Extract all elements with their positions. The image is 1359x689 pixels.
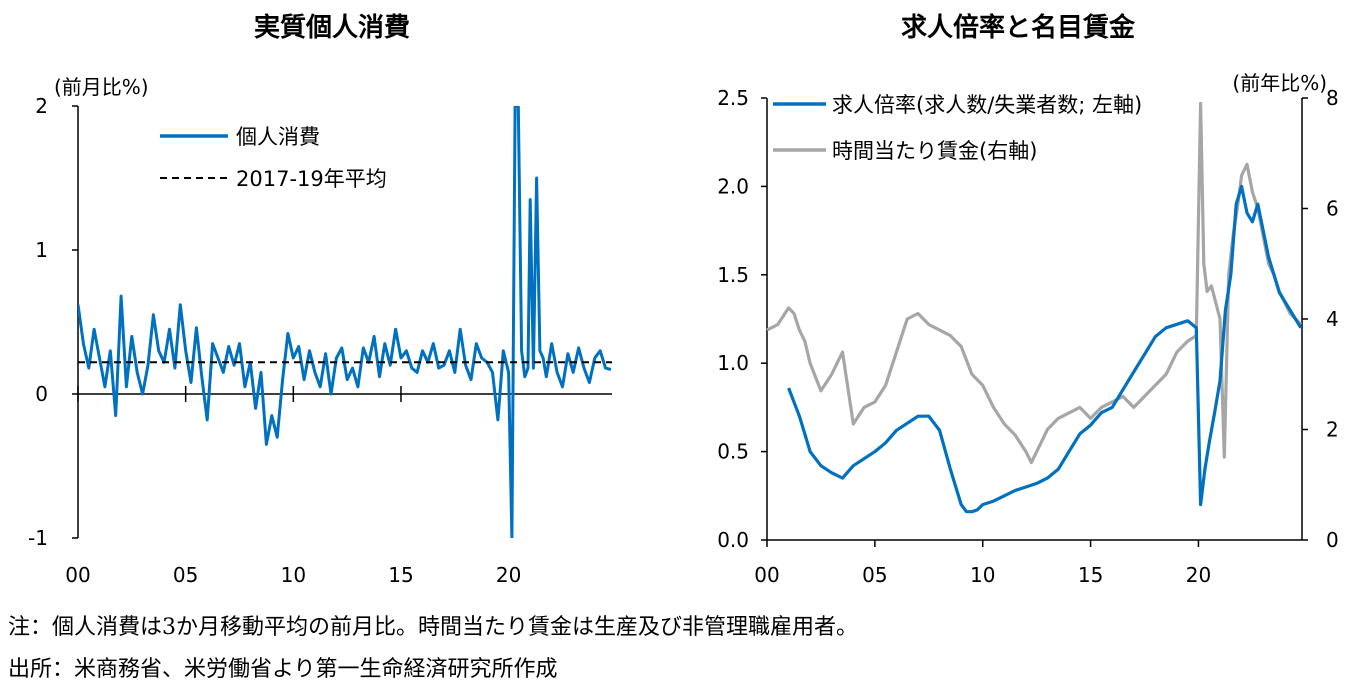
right-right-y-tick-label: 6 xyxy=(1326,197,1339,221)
footnote: 注：個人消費は3か月移動平均の前月比。時間当たり賃金は生産及び非管理職雇用者。 xyxy=(8,615,858,640)
left-chart: 実質個人消費 (前月比%) 210-1 00 05 10 15 20 個人消費 2017… xyxy=(28,12,612,587)
right-x-tick-label: 05 xyxy=(862,563,887,587)
legend-label-average: 2017-19年平均 xyxy=(236,167,387,191)
left-legend: 個人消費 2017-19年平均 xyxy=(160,125,387,191)
right-chart: 求人倍率と名目賃金 (前年比%) 2.5 2.0 1.5 1.0 0.5 0.0 8 6 4 2… xyxy=(717,12,1339,587)
left-y-axis-label: (前月比%) xyxy=(54,75,149,99)
series-line-hourly-wage xyxy=(766,101,1303,465)
right-axes xyxy=(761,97,1308,547)
right-y-axis-label: (前年比%) xyxy=(1232,71,1327,95)
left-plot-area xyxy=(78,106,612,538)
right-x-tick-label: 20 xyxy=(1186,563,1211,587)
right-right-y-tick-label: 2 xyxy=(1326,418,1339,442)
left-y-tick-label: 2 xyxy=(35,94,48,118)
legend-label-ratio: 求人倍率(求人数/失業者数; 左軸) xyxy=(832,93,1142,117)
left-x-tick-label: 20 xyxy=(496,563,521,587)
left-y-tick-labels: 2 1 0 -1 xyxy=(28,94,48,550)
right-left-y-tick-label: 0.0 xyxy=(717,528,749,552)
left-x-tick-label: 05 xyxy=(173,563,198,587)
right-right-y-tick-label: 0 xyxy=(1326,528,1339,552)
left-y-tick-label: -1 xyxy=(28,526,48,550)
right-right-y-tick-labels: 8 6 4 2 0 xyxy=(1326,86,1339,552)
right-left-y-tick-label: 1.0 xyxy=(717,351,749,375)
series-line-job-ratio xyxy=(787,184,1303,514)
source-note: 出所：米商務省、米労働省より第一生命経済研究所作成 xyxy=(8,657,558,682)
left-x-tick-labels: 00 05 10 15 20 xyxy=(65,563,521,587)
left-y-tick-label: 1 xyxy=(35,238,48,262)
legend-label-wage: 時間当たり賃金(右軸) xyxy=(832,139,1037,163)
right-x-tick-labels: 00 05 10 15 20 xyxy=(754,563,1211,587)
left-y-tick-label: 0 xyxy=(35,382,48,406)
right-legend: 求人倍率(求人数/失業者数; 左軸) 時間当たり賃金(右軸) xyxy=(773,93,1142,163)
left-x-tick-label: 00 xyxy=(65,563,90,587)
right-left-y-tick-labels: 2.5 2.0 1.5 1.0 0.5 0.0 xyxy=(717,86,749,552)
right-left-y-tick-label: 1.5 xyxy=(717,263,749,287)
right-left-y-tick-label: 2.5 xyxy=(717,86,749,110)
right-x-tick-label: 00 xyxy=(754,563,779,587)
right-left-y-tick-label: 0.5 xyxy=(717,440,749,464)
left-x-tick-label: 15 xyxy=(388,563,413,587)
series-line-consumption xyxy=(78,106,612,538)
right-left-y-tick-label: 2.0 xyxy=(717,174,749,198)
left-chart-title: 実質個人消費 xyxy=(254,12,410,43)
legend-label-consumption: 個人消費 xyxy=(236,125,320,149)
right-x-tick-label: 15 xyxy=(1078,563,1103,587)
right-chart-title: 求人倍率と名目賃金 xyxy=(901,12,1136,43)
right-plot-area xyxy=(766,101,1303,514)
right-x-tick-label: 10 xyxy=(970,563,995,587)
right-right-y-tick-label: 4 xyxy=(1326,307,1339,331)
right-right-y-tick-label: 8 xyxy=(1326,86,1339,110)
left-x-tick-label: 10 xyxy=(281,563,306,587)
